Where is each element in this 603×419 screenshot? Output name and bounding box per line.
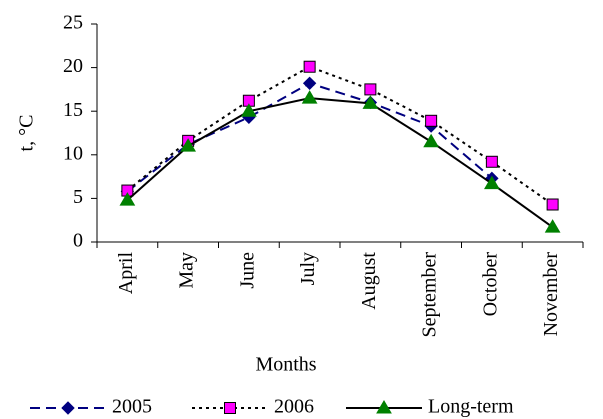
y-tick-label: 0 [73, 230, 83, 252]
legend-marker [376, 400, 392, 414]
y-axis-title: t, °C [16, 115, 38, 152]
marker [364, 83, 377, 96]
x-tick-label: October [479, 252, 501, 317]
marker [303, 60, 316, 73]
x-axis-title: Months [255, 354, 316, 376]
series-line [126, 97, 554, 228]
x-tick-label: June [236, 252, 258, 289]
y-tick-label: 15 [63, 99, 83, 121]
series-line [126, 65, 554, 206]
y-tick-label: 10 [63, 142, 83, 164]
x-tick-label: August [358, 252, 380, 310]
marker [362, 95, 379, 109]
x-tick-label: May [176, 252, 198, 289]
marker [119, 192, 136, 206]
marker [302, 76, 317, 91]
y-tick-label: 25 [63, 12, 83, 34]
x-tick-label: July [297, 252, 319, 285]
marker [423, 133, 439, 148]
marker [546, 198, 559, 211]
legend-label: 2005 [112, 396, 152, 418]
marker [425, 114, 438, 127]
y-tick-label: 5 [73, 186, 83, 208]
y-tick-label: 20 [63, 55, 83, 77]
marker [180, 138, 196, 152]
legend-marker [61, 401, 75, 415]
marker [301, 90, 318, 104]
marker [241, 103, 257, 117]
x-tick-label: April [115, 252, 137, 295]
legend-label: Long-term [428, 396, 514, 418]
marker [544, 219, 561, 233]
marker [485, 155, 498, 168]
legend-marker [224, 402, 236, 414]
marker [484, 175, 500, 190]
legend-label: 2006 [274, 396, 314, 418]
x-tick-label: September [419, 252, 441, 338]
x-tick-label: November [540, 252, 562, 337]
